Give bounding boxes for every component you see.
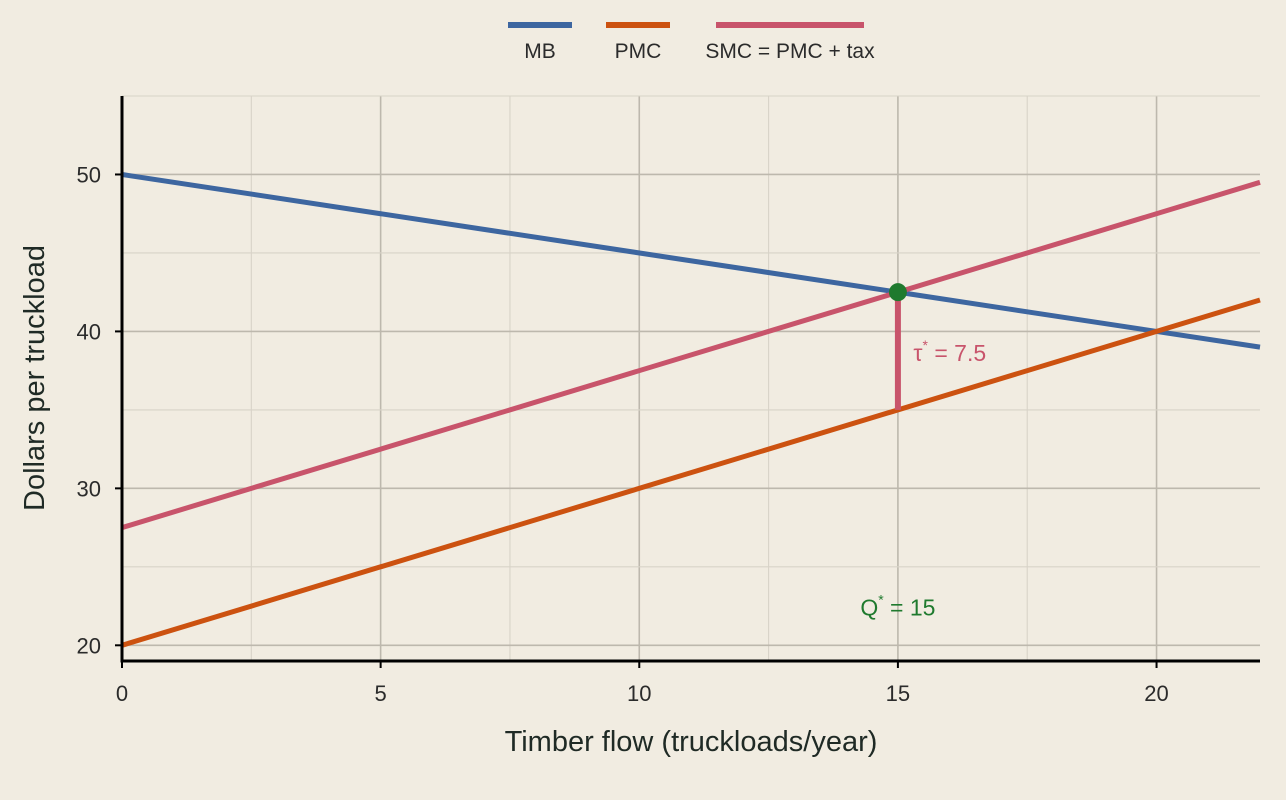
tax-wedge-layer <box>888 283 907 410</box>
legend-label: PMC <box>615 40 662 63</box>
legend-label: MB <box>524 40 556 63</box>
legend: MB PMC SMC = PMC + tax <box>508 22 875 63</box>
series-layer <box>121 172 1261 648</box>
series-line-mb <box>121 172 1261 350</box>
quantity-annotation: Q* = 15 <box>860 591 935 620</box>
x-tick-label: 15 <box>886 681 910 706</box>
axes <box>115 96 1260 668</box>
y-tick-label: 20 <box>77 633 101 658</box>
y-tick-label: 30 <box>77 476 101 501</box>
series-line-pmc <box>121 297 1261 648</box>
y-tick-label: 40 <box>77 319 101 344</box>
legend-label: SMC = PMC + tax <box>705 40 875 63</box>
annotations: τ* = 7.5 Q* = 15 <box>860 337 986 620</box>
x-axis-label: Timber flow (truckloads/year) <box>505 726 878 758</box>
x-tick-label: 20 <box>1144 681 1168 706</box>
x-tick-label: 10 <box>627 681 651 706</box>
grid <box>121 95 1260 661</box>
y-axis-label: Dollars per truckload <box>19 245 51 511</box>
x-tick-label: 5 <box>375 681 387 706</box>
optimum-point <box>888 283 907 302</box>
x-tick-label: 0 <box>116 681 128 706</box>
series-line-smc <box>121 179 1261 530</box>
tax-annotation: τ* = 7.5 <box>913 337 986 366</box>
y-tick-label: 50 <box>77 162 101 187</box>
tick-labels: 0 5 10 15 20 20 30 40 50 <box>77 162 1169 706</box>
